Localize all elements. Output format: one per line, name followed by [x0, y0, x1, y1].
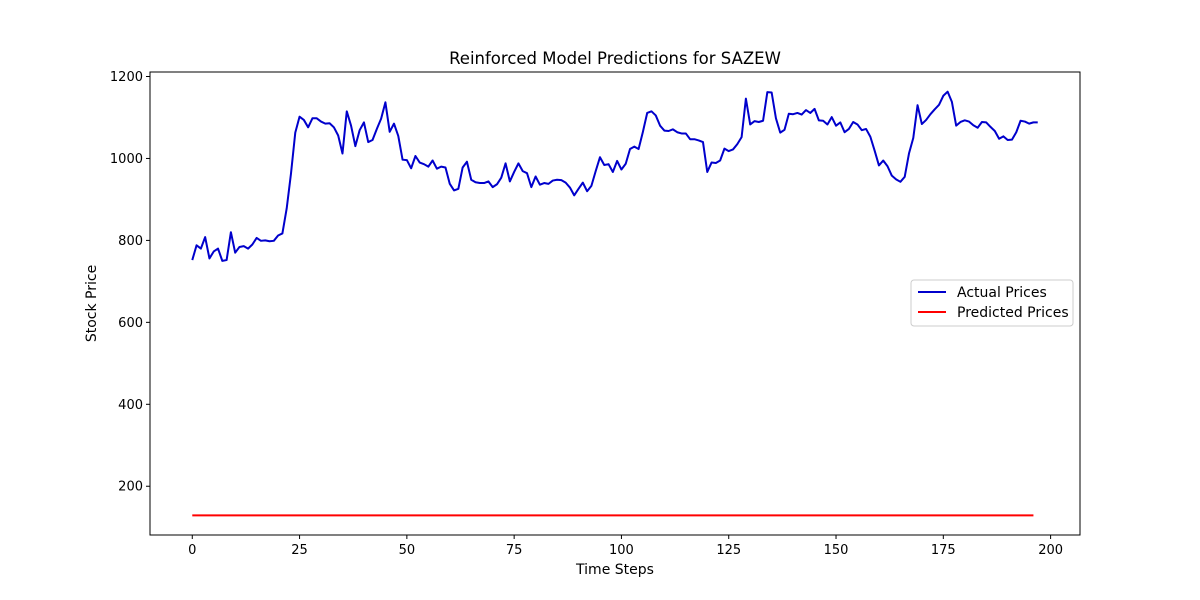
- series-layer: [191, 90, 1038, 517]
- x-tick-label: 150: [824, 543, 849, 558]
- x-tick-label: 75: [506, 543, 523, 558]
- x-axis-label: Time Steps: [575, 562, 654, 578]
- x-tick-label: 175: [931, 543, 956, 558]
- plot-frame: [149, 71, 1081, 536]
- y-tick-label: 400: [118, 398, 143, 413]
- legend-label-predicted-prices: Predicted Prices: [957, 305, 1069, 321]
- x-axis: 0 25 50 75 100 125 150 175 200: [188, 535, 1063, 558]
- x-tick-label: 200: [1038, 543, 1063, 558]
- x-tick-label: 50: [399, 543, 416, 558]
- y-tick-label: 600: [118, 316, 143, 331]
- legend-label-actual-prices: Actual Prices: [957, 285, 1047, 301]
- x-tick-label: 0: [188, 543, 196, 558]
- chart-title: Reinforced Model Predictions for SAZEW: [449, 49, 781, 68]
- series-line-actual-prices: [191, 90, 1038, 262]
- x-tick-label: 25: [291, 543, 308, 558]
- y-tick-label: 1200: [110, 70, 143, 85]
- legend: Actual Prices Predicted Prices: [910, 279, 1074, 327]
- x-tick-label: 125: [716, 543, 741, 558]
- y-tick-label: 1000: [110, 152, 143, 167]
- y-axis-label: Stock Price: [84, 265, 100, 342]
- y-tick-label: 200: [118, 480, 143, 495]
- y-tick-label: 800: [118, 234, 143, 249]
- x-tick-label: 100: [609, 543, 634, 558]
- legend-frame: [910, 279, 1074, 327]
- y-axis: 200 400 600 800 1000 1200: [110, 70, 150, 495]
